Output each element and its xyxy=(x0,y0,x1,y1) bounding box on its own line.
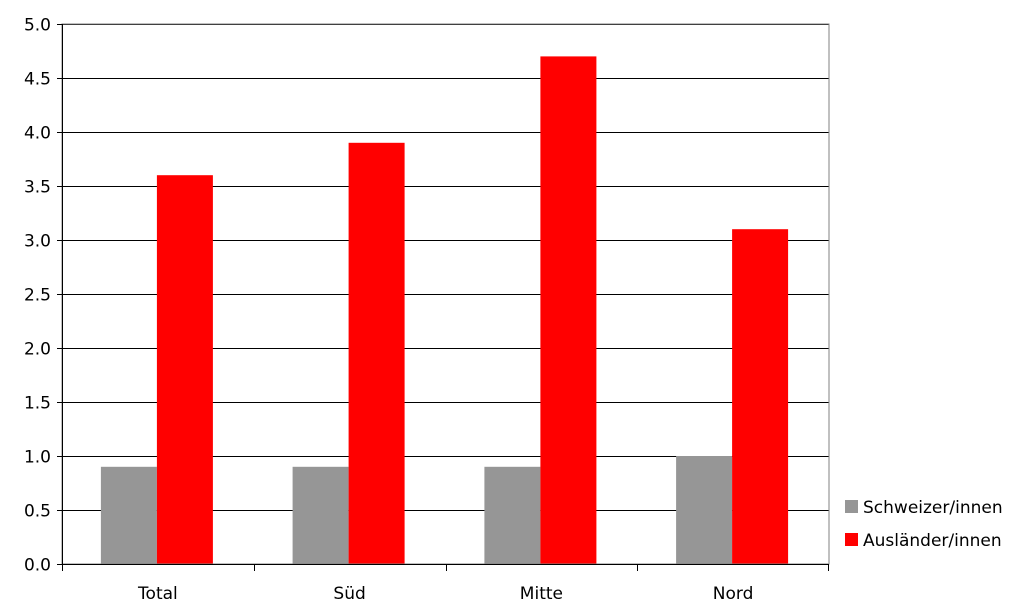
x-tick-label: Mitte xyxy=(520,584,563,603)
legend-swatch-auslaender xyxy=(845,533,858,546)
y-tick-label: 0.5 xyxy=(24,502,51,522)
y-tick-label: 1.5 xyxy=(24,394,51,414)
x-tick-label: Total xyxy=(137,584,178,603)
y-tick-label: 5.0 xyxy=(24,16,51,36)
bar-schweizer-0 xyxy=(100,466,157,564)
y-tick-label: 4.5 xyxy=(24,70,51,90)
axes xyxy=(57,23,830,571)
bar-schweizer-2 xyxy=(484,466,541,564)
bar-schweizer-3 xyxy=(676,456,733,564)
y-tick-label: 3.0 xyxy=(24,232,51,252)
x-tick-label: Süd xyxy=(333,584,365,603)
y-axis-tick-labels: 0.0 0.5 1.0 1.5 2.0 2.5 3.0 3.5 4.0 4.5 5.0 xyxy=(24,16,51,576)
bar-auslaender-2 xyxy=(540,56,597,565)
y-tick-label: 2.0 xyxy=(24,340,51,360)
y-tick-label: 3.5 xyxy=(24,178,51,198)
legend-swatch-schweizer xyxy=(845,500,858,513)
legend-label-schweizer: Schweizer/innen xyxy=(863,498,1003,518)
y-tick-label: 0.0 xyxy=(24,556,51,576)
bar-auslaender-1 xyxy=(348,142,405,565)
legend: Schweizer/innen Ausländer/innen xyxy=(845,498,1003,551)
bar-auslaender-3 xyxy=(732,229,789,564)
legend-label-auslaender: Ausländer/innen xyxy=(863,531,1002,551)
y-tick-label: 4.0 xyxy=(24,124,51,144)
y-tick-label: 1.0 xyxy=(24,448,51,468)
y-tick-label: 2.5 xyxy=(24,286,51,306)
bars xyxy=(100,56,789,565)
x-axis-tick-labels: Total Süd Mitte Nord xyxy=(137,584,753,603)
bar-auslaender-0 xyxy=(156,175,213,564)
bar-schweizer-1 xyxy=(292,466,349,564)
x-tick-label: Nord xyxy=(713,584,754,603)
